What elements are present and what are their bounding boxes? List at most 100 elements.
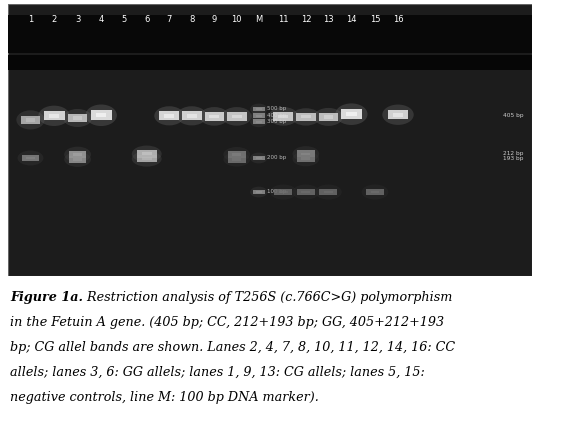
Text: 16: 16 — [393, 15, 404, 24]
Ellipse shape — [293, 146, 319, 162]
Text: 193 bp: 193 bp — [503, 156, 524, 161]
Bar — [228, 156, 246, 162]
Ellipse shape — [382, 105, 414, 125]
Ellipse shape — [268, 107, 298, 126]
Ellipse shape — [250, 187, 267, 197]
Bar — [232, 153, 241, 156]
Bar — [227, 112, 247, 121]
Bar — [324, 115, 333, 119]
Text: M: M — [255, 15, 263, 24]
Ellipse shape — [65, 152, 91, 167]
Ellipse shape — [293, 151, 319, 166]
Text: 405 bp: 405 bp — [503, 114, 524, 118]
Bar — [164, 114, 174, 118]
Ellipse shape — [63, 109, 92, 127]
Bar — [137, 150, 157, 158]
Bar — [256, 115, 261, 117]
Ellipse shape — [314, 108, 343, 126]
Text: negative controls, line M: 100 bp DNA marker).: negative controls, line M: 100 bp DNA ma… — [10, 391, 319, 404]
Ellipse shape — [250, 153, 267, 163]
Bar — [393, 113, 403, 116]
Bar — [232, 115, 242, 118]
Text: bp; CG allel bands are shown. Lanes 2, 4, 7, 8, 10, 11, 12, 14, 16: CC: bp; CG allel bands are shown. Lanes 2, 4… — [10, 341, 455, 354]
Text: 200 bp: 200 bp — [267, 155, 286, 160]
Bar — [142, 157, 152, 160]
Ellipse shape — [362, 184, 388, 200]
Bar — [8, 15, 532, 53]
Ellipse shape — [16, 110, 45, 130]
Bar — [253, 107, 264, 111]
Bar — [21, 116, 40, 124]
Ellipse shape — [291, 108, 320, 126]
Ellipse shape — [65, 147, 91, 162]
Ellipse shape — [335, 103, 367, 125]
Bar — [324, 191, 333, 193]
Bar — [366, 189, 384, 195]
Bar — [253, 114, 264, 118]
Bar — [346, 112, 357, 116]
Bar — [8, 54, 532, 70]
Bar — [302, 191, 310, 193]
Bar — [228, 151, 246, 158]
Bar — [256, 108, 261, 110]
Text: 8: 8 — [189, 15, 194, 24]
Bar — [49, 114, 59, 118]
Bar — [341, 109, 362, 119]
Bar — [142, 152, 152, 155]
Ellipse shape — [293, 184, 319, 200]
Text: Figure 1a.: Figure 1a. — [10, 291, 83, 304]
Bar — [296, 113, 316, 121]
Text: 1: 1 — [28, 15, 33, 24]
Bar — [256, 191, 261, 193]
Bar — [302, 157, 310, 160]
Bar — [73, 116, 83, 119]
Bar — [26, 118, 35, 122]
Text: Restriction analysis of T256S (c.766C>G) polymorphism: Restriction analysis of T256S (c.766C>G)… — [83, 291, 453, 304]
Bar — [73, 153, 82, 156]
Text: 100 bp: 100 bp — [267, 189, 286, 194]
Bar — [204, 112, 224, 121]
Bar — [319, 113, 338, 121]
Bar — [22, 154, 39, 161]
Bar — [137, 155, 157, 162]
Bar — [26, 157, 35, 160]
Bar — [209, 115, 219, 118]
Text: 10: 10 — [231, 15, 242, 24]
Text: 14: 14 — [346, 15, 357, 24]
Bar — [232, 158, 241, 161]
Ellipse shape — [224, 147, 250, 162]
Bar — [96, 114, 106, 117]
Text: 400 bp: 400 bp — [267, 113, 286, 118]
Ellipse shape — [85, 105, 117, 126]
Text: 13: 13 — [323, 15, 334, 24]
Bar — [301, 115, 311, 119]
Bar — [297, 189, 315, 195]
Ellipse shape — [132, 151, 162, 167]
Text: 11: 11 — [278, 15, 289, 24]
Bar — [182, 111, 201, 120]
Ellipse shape — [270, 184, 297, 200]
Bar — [319, 189, 337, 195]
Bar — [253, 156, 264, 160]
Ellipse shape — [200, 107, 229, 126]
Bar — [256, 121, 261, 123]
Text: 5: 5 — [121, 15, 126, 24]
Text: 2: 2 — [52, 15, 57, 24]
Bar — [302, 152, 310, 155]
Bar — [297, 155, 315, 162]
Ellipse shape — [18, 151, 44, 165]
Ellipse shape — [132, 146, 162, 162]
Bar — [278, 115, 288, 118]
Bar — [68, 151, 87, 158]
Text: 212 bp: 212 bp — [503, 151, 524, 157]
Bar — [297, 150, 315, 157]
Bar — [44, 111, 65, 120]
Bar — [159, 111, 179, 120]
Ellipse shape — [250, 104, 267, 114]
Bar — [91, 111, 112, 120]
Text: 4: 4 — [98, 15, 104, 24]
Bar — [273, 112, 293, 121]
Text: 500 bp: 500 bp — [267, 106, 286, 111]
Ellipse shape — [224, 152, 250, 167]
Bar — [279, 191, 288, 193]
